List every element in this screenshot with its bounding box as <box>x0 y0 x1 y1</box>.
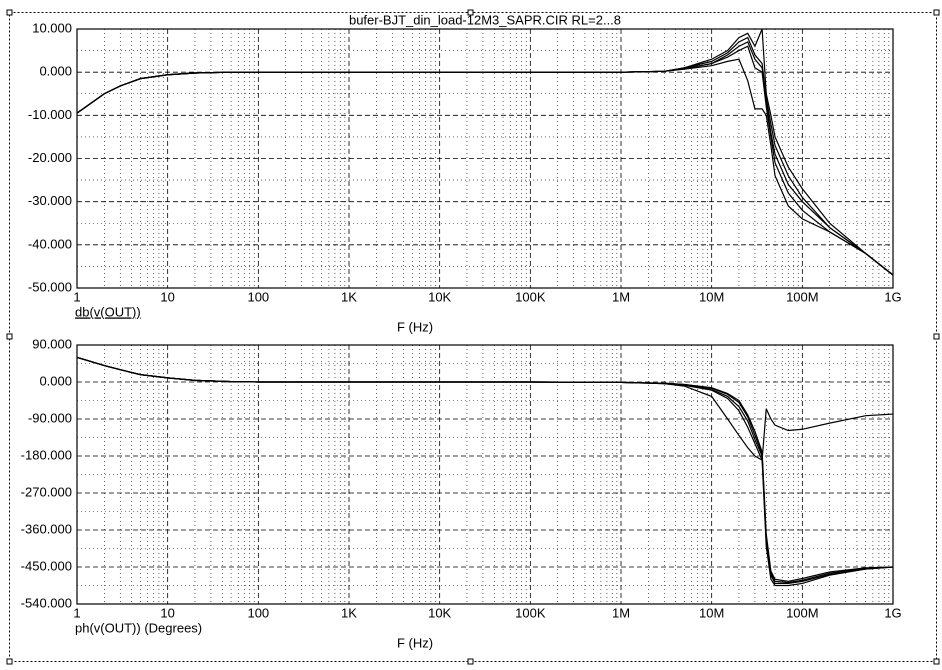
y-tick-label: -90.000 <box>28 410 72 425</box>
x-tick-label: 10K <box>428 289 451 304</box>
x-tick-label: 100 <box>247 605 269 620</box>
y-axis-label: ph(v(OUT)) (Degrees) <box>75 620 202 635</box>
y-tick-label: -450.000 <box>21 558 72 573</box>
selection-handles <box>6 9 940 665</box>
plot-border <box>76 28 894 289</box>
x-tick-label: 10M <box>699 289 724 304</box>
curve <box>77 29 893 276</box>
x-axis-label: F (Hz) <box>397 635 433 650</box>
y-tick-label: 90.000 <box>32 336 72 351</box>
y-tick-label: -540.000 <box>21 595 72 610</box>
x-tick-label: 10M <box>699 605 724 620</box>
x-tick-label: 100 <box>247 289 269 304</box>
curve <box>77 356 893 582</box>
handle <box>933 9 940 16</box>
x-tick-label: 100K <box>515 605 546 620</box>
handle <box>6 9 13 16</box>
y-axis-label: db(v(OUT)) <box>75 304 141 319</box>
handle <box>6 333 13 340</box>
curve <box>77 45 893 276</box>
x-tick-label: 1M <box>612 289 630 304</box>
plot: 1 10 100 1K 10K 100K 1M 10M 100M 1G 10.000 0.000 -10… <box>28 12 902 334</box>
y-tick-label: -270.000 <box>21 484 72 499</box>
curve <box>77 356 893 587</box>
y-tick-label: -10.000 <box>28 107 72 122</box>
x-tick-label: 1K <box>341 605 357 620</box>
plot: 1 10 100 1K 10K 100K 1M 10M 100M 1G 90.000 0.000 -90… <box>21 336 902 650</box>
y-tick-label: 0.000 <box>39 373 72 388</box>
x-tick-label: 100M <box>786 289 819 304</box>
x-tick-label: 10 <box>160 605 174 620</box>
selection-frame <box>9 12 937 662</box>
handle <box>467 9 474 16</box>
curve <box>77 356 893 585</box>
y-tick-label: -30.000 <box>28 193 72 208</box>
x-tick-label: 1 <box>73 289 80 304</box>
x-tick-label: 1M <box>612 605 630 620</box>
curve <box>77 356 893 584</box>
y-tick-label: -20.000 <box>28 150 72 165</box>
x-tick-label: 1G <box>884 605 901 620</box>
curve <box>77 356 893 462</box>
x-tick-label: 1G <box>884 289 901 304</box>
x-tick-label: 1K <box>341 289 357 304</box>
handle <box>6 658 13 665</box>
handle <box>933 658 940 665</box>
x-tick-label: 100K <box>515 289 546 304</box>
y-tick-label: -360.000 <box>21 521 72 536</box>
y-tick-label: -40.000 <box>28 236 72 251</box>
y-tick-label: 10.000 <box>32 20 72 35</box>
x-tick-label: 10K <box>428 605 451 620</box>
x-axis-label: F (Hz) <box>397 319 433 334</box>
x-tick-label: 1 <box>73 605 80 620</box>
x-tick-label: 10 <box>160 289 174 304</box>
x-tick-label: 100M <box>786 605 819 620</box>
plot-border <box>76 344 894 605</box>
handle <box>467 658 474 665</box>
curve <box>77 58 893 276</box>
y-tick-label: -180.000 <box>21 447 72 462</box>
y-tick-label: 0.000 <box>39 64 72 79</box>
chart-title: bufer-BJT_din_load-12M3_SAPR.CIR RL=2...… <box>349 12 621 27</box>
y-tick-label: -50.000 <box>28 279 72 294</box>
handle <box>933 333 940 340</box>
